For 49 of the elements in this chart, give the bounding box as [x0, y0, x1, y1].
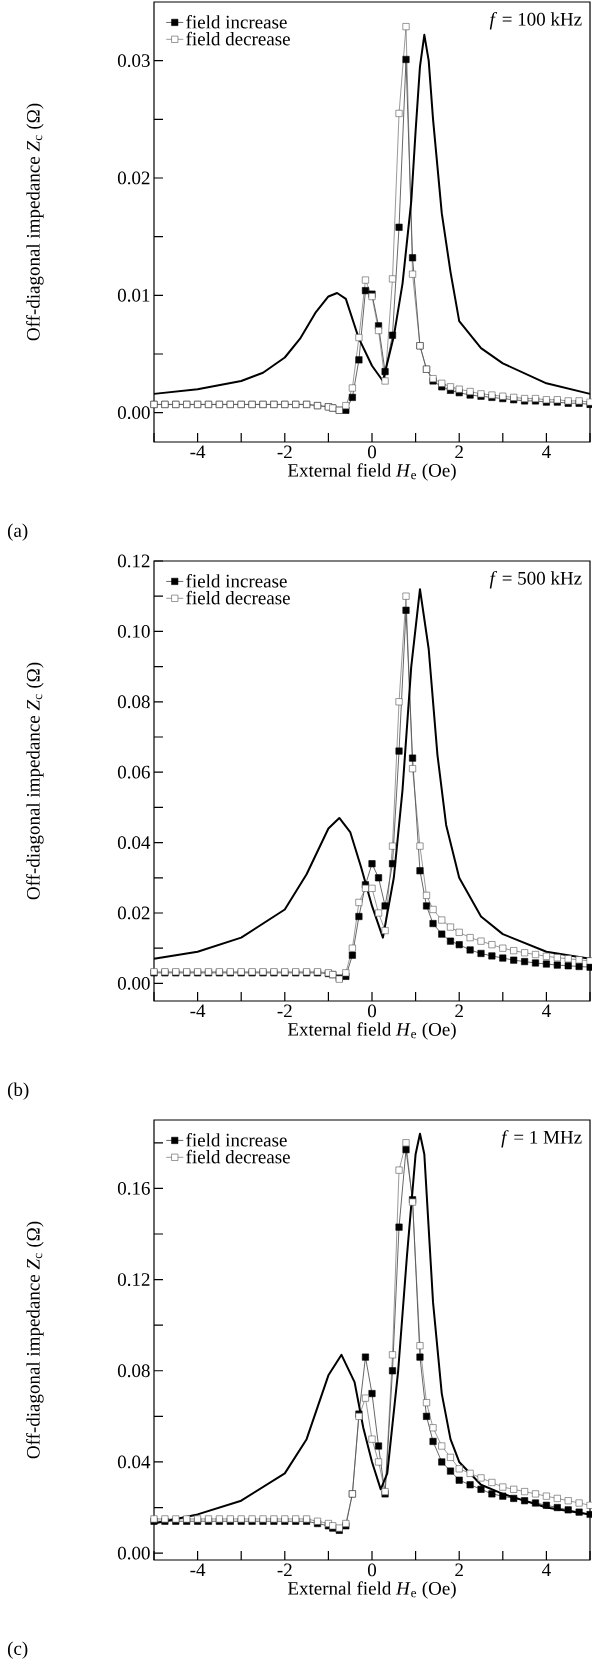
y-tick-label: 0.04 — [117, 836, 151, 850]
x-tick-label: 0 — [367, 445, 377, 459]
y-tick-label: 0.08 — [117, 695, 150, 709]
y-tick-label: 0.12 — [117, 1273, 150, 1287]
x-tick-label: -2 — [277, 445, 292, 459]
x-tick-label: 0 — [367, 1563, 377, 1577]
x-tick-label: -2 — [277, 1563, 292, 1577]
legend-label: field increase — [186, 14, 287, 29]
x-tick-label: 2 — [455, 1004, 463, 1018]
x-tick-label: 4 — [542, 445, 551, 459]
text: (c) — [7, 1641, 28, 1659]
x-tick-label: 2 — [455, 1563, 463, 1577]
y-tick-label: 0.16 — [117, 1181, 150, 1195]
x-axis-title: External field H$_{e}$ (Oe) — [287, 1581, 456, 1599]
y-tick-label: 0.02 — [117, 906, 150, 920]
text: (a) — [7, 523, 28, 541]
y-tick-label: 0.02 — [117, 171, 150, 185]
x-tick-label: 0 — [367, 1004, 377, 1018]
y-tick-label: 0.01 — [117, 288, 150, 302]
x-tick-label: -4 — [190, 1004, 206, 1018]
y-tick-label: 0.12 — [117, 554, 150, 568]
y-tick-label: 0.08 — [117, 1364, 150, 1378]
annotation: f = 100 kHz — [489, 12, 582, 30]
x-tick-label: 4 — [542, 1004, 551, 1018]
legend-label: field decrease — [186, 590, 290, 605]
y-axis-title: Off-diagonal impedance Z$_{c}$ (Ω) — [26, 662, 44, 900]
y-tick-label: 0.06 — [117, 765, 150, 779]
y-tick-label: 0.00 — [117, 1546, 150, 1560]
x-axis-title: External field H$_{e}$ (Oe) — [287, 463, 456, 481]
annotation: f = 500 kHz — [489, 571, 582, 589]
text: (b) — [7, 1082, 29, 1100]
y-tick-label: 0.00 — [117, 406, 150, 420]
y-tick-label: 0.00 — [117, 976, 150, 990]
annotation: f = 1 MHz — [501, 1130, 582, 1148]
legend-label: field increase — [186, 573, 287, 588]
legend-label: field decrease — [186, 1149, 290, 1164]
x-tick-label: -2 — [277, 1004, 292, 1018]
x-axis-title: External field H$_{e}$ (Oe) — [287, 1022, 456, 1040]
x-tick-label: 2 — [455, 445, 463, 459]
y-axis-title: Off-diagonal impedance Z$_{c}$ (Ω) — [26, 1221, 44, 1459]
y-tick-label: 0.10 — [117, 624, 150, 638]
x-tick-label: -4 — [190, 1563, 206, 1577]
y-tick-label: 0.04 — [117, 1455, 151, 1469]
y-axis-title: Off-diagonal impedance Z$_{c}$ (Ω) — [26, 103, 44, 341]
x-tick-label: 4 — [542, 1563, 551, 1577]
legend-label: field increase — [186, 1132, 287, 1147]
y-tick-label: 0.03 — [117, 54, 150, 68]
x-tick-label: -4 — [190, 445, 206, 459]
legend-label: field decrease — [186, 31, 290, 46]
